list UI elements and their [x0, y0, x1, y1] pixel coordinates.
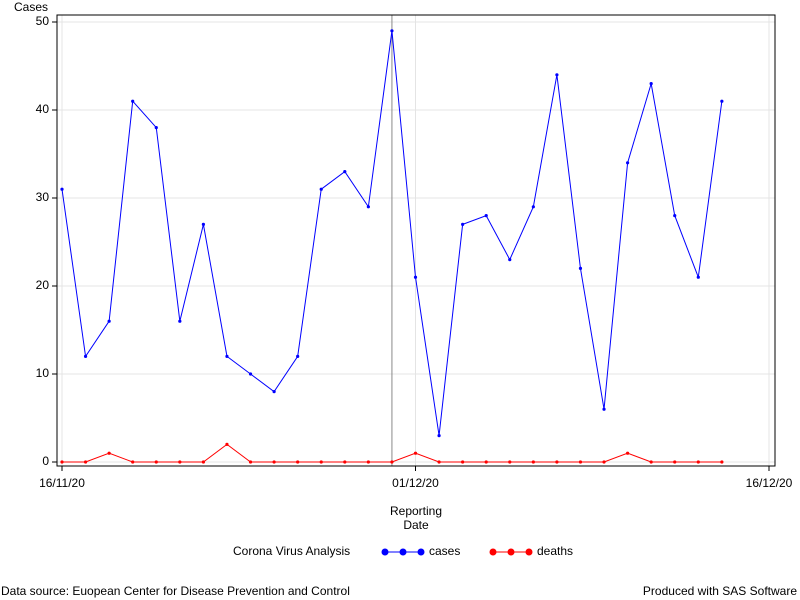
data-point	[437, 434, 441, 438]
y-tick-label: 20	[36, 278, 50, 292]
data-point	[696, 460, 700, 464]
y-tick-label: 40	[36, 102, 50, 116]
footnote: Data source: Euopean Center for Disease …	[1, 584, 350, 598]
data-point	[107, 319, 111, 323]
data-point	[390, 29, 394, 33]
data-point	[555, 460, 559, 464]
data-point	[366, 460, 370, 464]
data-point	[413, 275, 418, 279]
legend-marker	[489, 548, 497, 556]
data-point	[83, 460, 88, 464]
x-tick-label: 01/12/20	[392, 476, 439, 490]
data-point	[626, 161, 630, 165]
y-axis-label: Cases	[14, 0, 48, 14]
data-point	[248, 460, 253, 464]
data-point	[154, 126, 158, 130]
y-tick-label: 50	[36, 14, 50, 28]
data-point	[602, 460, 606, 464]
data-point	[720, 460, 724, 464]
x-axis-label: Reporting	[390, 504, 442, 518]
data-point	[720, 99, 724, 103]
data-point	[178, 319, 182, 323]
legend-marker	[417, 548, 425, 556]
data-point	[555, 73, 559, 77]
legend-marker	[381, 548, 389, 556]
data-point	[319, 460, 323, 464]
data-point	[673, 460, 677, 464]
data-point	[131, 99, 135, 103]
data-point	[201, 222, 205, 226]
x-tick-label: 16/12/20	[746, 476, 793, 490]
data-point	[649, 460, 653, 464]
data-point	[154, 460, 158, 464]
data-point	[319, 187, 323, 191]
y-tick-label: 0	[42, 454, 49, 468]
data-point	[461, 222, 465, 226]
data-point	[225, 442, 229, 446]
data-point	[484, 214, 488, 218]
data-point	[107, 451, 111, 455]
data-point	[201, 460, 205, 464]
data-point	[484, 460, 488, 464]
y-tick-label: 30	[36, 190, 50, 204]
data-point	[531, 205, 535, 209]
data-point	[248, 372, 253, 376]
data-point	[508, 460, 512, 464]
data-point	[296, 354, 300, 358]
data-point	[602, 407, 606, 411]
x-tick-label: 16/11/20	[39, 476, 85, 490]
data-point	[578, 266, 583, 270]
data-point	[343, 460, 347, 464]
legend-label: deaths	[537, 544, 573, 558]
data-point	[272, 390, 276, 394]
data-point	[272, 460, 276, 464]
data-point	[578, 460, 583, 464]
data-point	[413, 451, 418, 455]
footnote: Produced with SAS Software	[643, 584, 797, 598]
data-point	[696, 275, 700, 279]
data-point	[508, 258, 512, 262]
data-point	[343, 170, 347, 174]
x-axis-label: Date	[403, 518, 429, 532]
data-point	[626, 451, 630, 455]
data-point	[673, 214, 677, 218]
data-point	[531, 460, 535, 464]
data-point	[390, 460, 394, 464]
legend-label: cases	[429, 544, 460, 558]
data-point	[296, 460, 300, 464]
data-point	[60, 187, 64, 191]
data-point	[60, 460, 64, 464]
data-point	[178, 460, 182, 464]
data-point	[461, 460, 465, 464]
data-point	[225, 354, 229, 358]
legend-marker	[507, 548, 515, 556]
legend-marker	[399, 548, 407, 556]
y-tick-label: 10	[36, 366, 50, 380]
data-point	[437, 460, 441, 464]
data-point	[366, 205, 370, 209]
data-point	[83, 354, 88, 358]
legend-title: Corona Virus Analysis	[233, 544, 350, 558]
legend-marker	[525, 548, 533, 556]
data-point	[131, 460, 135, 464]
data-point	[649, 82, 653, 86]
